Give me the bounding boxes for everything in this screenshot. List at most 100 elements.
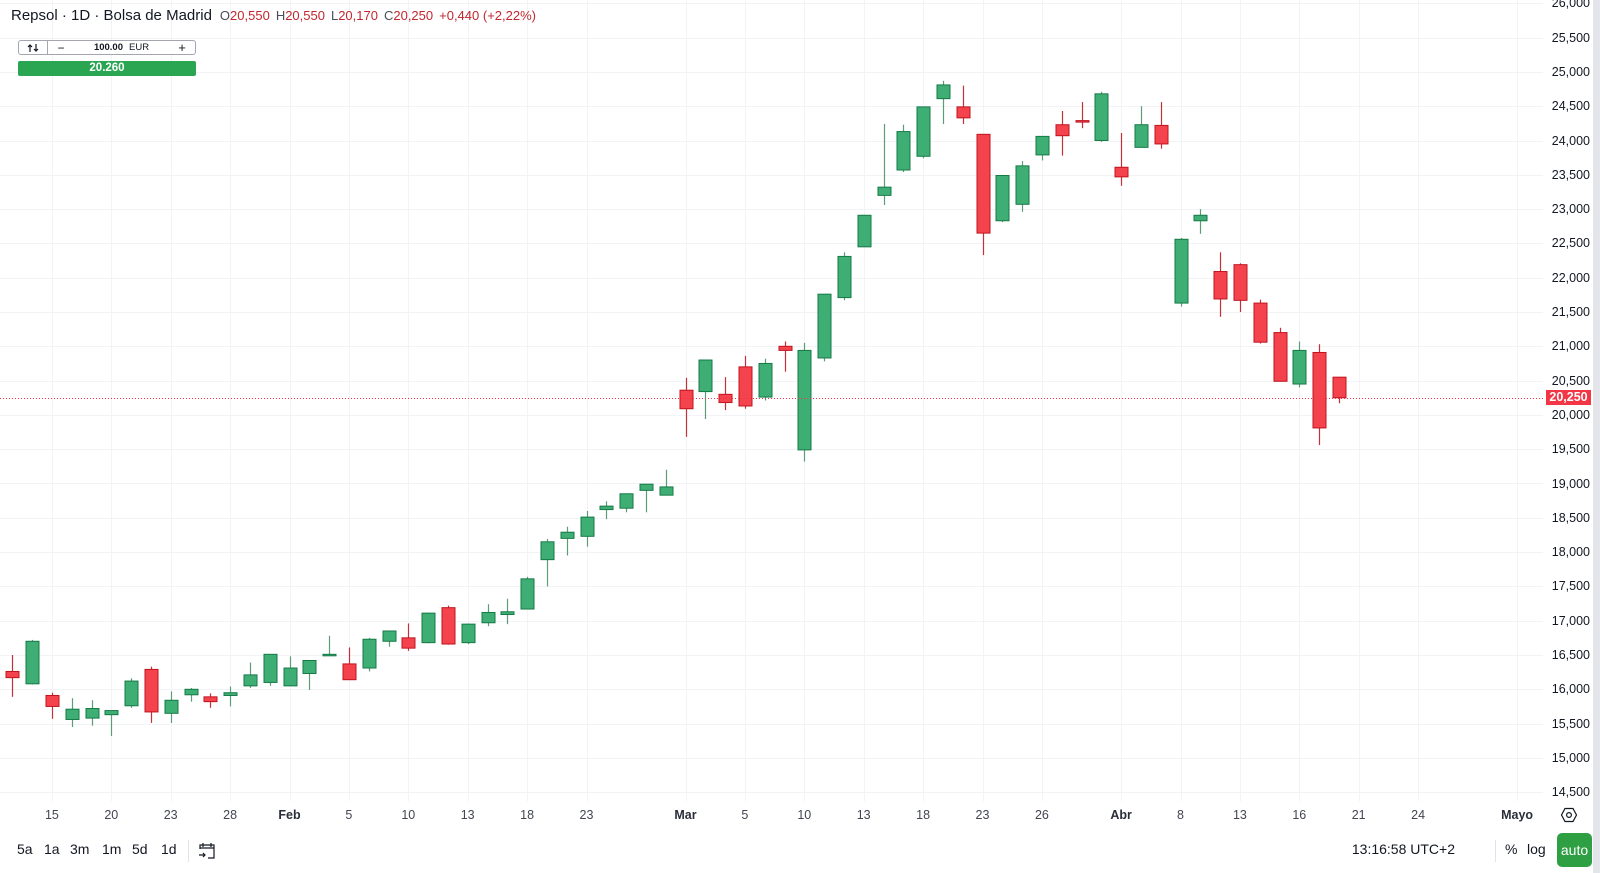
candle-up[interactable] [995,174,1010,223]
time-axis[interactable]: 15 20 23 28 Feb 5 10 13 18 23 Mar 5 10 13 18 23 26 Abr 8 13… [0,801,1543,830]
candle-down[interactable] [1114,132,1129,186]
candle-down[interactable] [1233,263,1248,312]
candle-up[interactable] [560,526,575,556]
price-axis-label: 25,500 [1551,30,1590,45]
time-axis-label: 26 [1034,808,1049,822]
candle-down[interactable] [144,666,159,723]
candle-up[interactable] [1174,237,1189,307]
time-axis-label: Mayo [1501,808,1534,822]
swap-arrows-icon[interactable] [19,41,48,54]
candle-up[interactable] [896,124,911,173]
candle-up[interactable] [1292,341,1307,388]
go-to-date-button[interactable] [196,840,218,862]
candle-down[interactable] [342,647,357,681]
candle-down[interactable] [976,133,991,256]
candle-up[interactable] [481,604,496,627]
time-axis-label: 23 [975,808,990,822]
candle-up[interactable] [104,710,119,736]
currency-label: EUR [129,42,150,53]
candle-up[interactable] [916,106,931,159]
candle-up[interactable] [1193,209,1208,234]
candle-up[interactable] [877,124,892,205]
candle-up[interactable] [817,293,832,362]
candle-up[interactable] [302,659,317,690]
scale-settings-button[interactable] [1558,805,1580,825]
candle-up[interactable] [243,662,258,688]
candle-up[interactable] [65,698,80,728]
candle-down[interactable] [45,692,60,719]
candle-up[interactable] [124,678,139,708]
candle-up[interactable] [857,214,872,248]
quantity-input[interactable]: 100.00 EUR [74,42,169,53]
range-5d-button[interactable]: 5d [132,841,148,857]
range-1m-button[interactable]: 1m [102,841,122,857]
candle-up[interactable] [758,358,773,401]
candle-down[interactable] [679,377,694,437]
candle-down[interactable] [738,355,753,409]
candle-up[interactable] [936,80,951,125]
candle-up[interactable] [85,700,100,726]
candle-up[interactable] [223,686,238,707]
chart-legend: Repsol · 1D · Bolsa de Madrid O20,550 H2… [11,7,536,27]
candle-up[interactable] [520,576,535,610]
percent-scale-button[interactable]: % [1505,841,1518,857]
range-5a-button[interactable]: 5a [17,841,33,857]
decrease-quantity-button[interactable]: − [57,40,65,55]
candle-down[interactable] [956,85,971,125]
bottom-toolbar: 5a 1a 3m 1m 5d 1d 13:16:58 UTC+2 % log a… [0,830,1593,873]
candle-up[interactable] [362,637,377,672]
log-scale-button[interactable]: log [1527,841,1546,857]
increase-quantity-button[interactable]: + [178,40,186,55]
candle-up[interactable] [659,469,674,496]
candle-down[interactable] [1312,344,1327,446]
candle-up[interactable] [164,691,179,723]
time-axis-label: 13 [1232,808,1247,822]
candle-up[interactable] [639,483,654,513]
candle-up[interactable] [500,598,515,625]
candle-up[interactable] [698,359,713,420]
candle-down[interactable] [441,605,456,645]
candle-down[interactable] [1253,299,1268,344]
price-axis[interactable]: 14,500 15,000 15,500 16,000 16,500 17,000 17,5… [1543,0,1593,801]
candlestick-plot[interactable] [0,0,1543,801]
candle-down[interactable] [1213,252,1228,317]
range-1a-button[interactable]: 1a [44,841,60,857]
range-3m-button[interactable]: 3m [70,841,90,857]
candle-up[interactable] [322,635,337,657]
candle-up[interactable] [580,510,595,547]
candle-up[interactable] [461,623,476,645]
candle-down[interactable] [203,693,218,708]
candle-up[interactable] [25,639,40,685]
scale-settings-icon [1560,807,1578,823]
candle-up[interactable] [540,539,555,587]
range-1d-button[interactable]: 1d [161,841,177,857]
candle-down[interactable] [1154,102,1169,149]
candle-up[interactable] [599,501,614,520]
candle-down[interactable] [5,655,20,697]
candle-down[interactable] [1075,102,1090,129]
candle-down[interactable] [718,377,733,411]
symbol-title[interactable]: Repsol · 1D · Bolsa de Madrid [11,7,212,24]
auto-scale-button[interactable]: auto [1557,833,1592,867]
candle-up[interactable] [283,656,298,687]
price-axis-label: 22,000 [1551,270,1590,285]
candle-up[interactable] [382,630,397,647]
order-widget: − 100.00 EUR + 20.260 [18,40,196,76]
candle-up[interactable] [1015,161,1030,212]
candle-up[interactable] [837,252,852,301]
candle-down[interactable] [401,623,416,651]
candle-up[interactable] [1094,91,1109,142]
buy-price-button[interactable]: 20.260 [18,61,196,76]
timezone-clock[interactable]: 13:16:58 UTC+2 [1351,841,1455,857]
candle-up[interactable] [1134,106,1149,148]
candle-up[interactable] [421,612,436,644]
candle-up[interactable] [797,342,812,462]
candle-up[interactable] [1035,135,1050,161]
candle-up[interactable] [619,493,634,513]
candle-down[interactable] [1332,376,1347,404]
candle-up[interactable] [184,687,199,702]
candle-down[interactable] [1055,111,1070,156]
candle-down[interactable] [778,341,793,372]
candle-up[interactable] [263,653,278,686]
candle-down[interactable] [1273,327,1288,382]
